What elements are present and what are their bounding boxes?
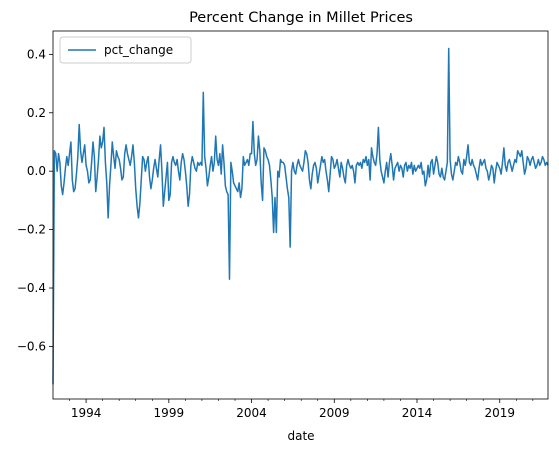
x-axis: 1994 1999 2004 2009 2014 2019 <box>69 399 534 420</box>
y-tick-label: 0.0 <box>27 164 46 178</box>
y-tick-label: −0.2 <box>17 223 46 237</box>
series-line-pct-change <box>52 47 549 385</box>
y-tick-label: 0.4 <box>27 47 46 61</box>
y-tick-label: −0.4 <box>17 281 46 295</box>
x-tick-label: 2019 <box>484 406 515 420</box>
x-tick-label: 2014 <box>402 406 433 420</box>
chart-title: Percent Change in Millet Prices <box>189 10 413 26</box>
legend-label-pct-change: pct_change <box>104 43 173 57</box>
x-axis-label: date <box>287 429 314 443</box>
x-tick-label: 2009 <box>319 406 350 420</box>
x-tick-label: 2004 <box>236 406 267 420</box>
series-layer <box>52 47 549 385</box>
x-tick-label: 1999 <box>154 406 185 420</box>
legend-box <box>59 36 192 64</box>
legend: pct_change <box>59 36 192 64</box>
y-axis: 0.4 0.2 0.0 −0.2 −0.4 −0.6 <box>17 47 53 353</box>
plot-area <box>53 31 548 399</box>
plot-frame <box>52 30 549 400</box>
y-tick-label: −0.6 <box>17 339 46 353</box>
y-tick-label: 0.2 <box>27 106 46 120</box>
x-tick-label: 1994 <box>71 406 102 420</box>
